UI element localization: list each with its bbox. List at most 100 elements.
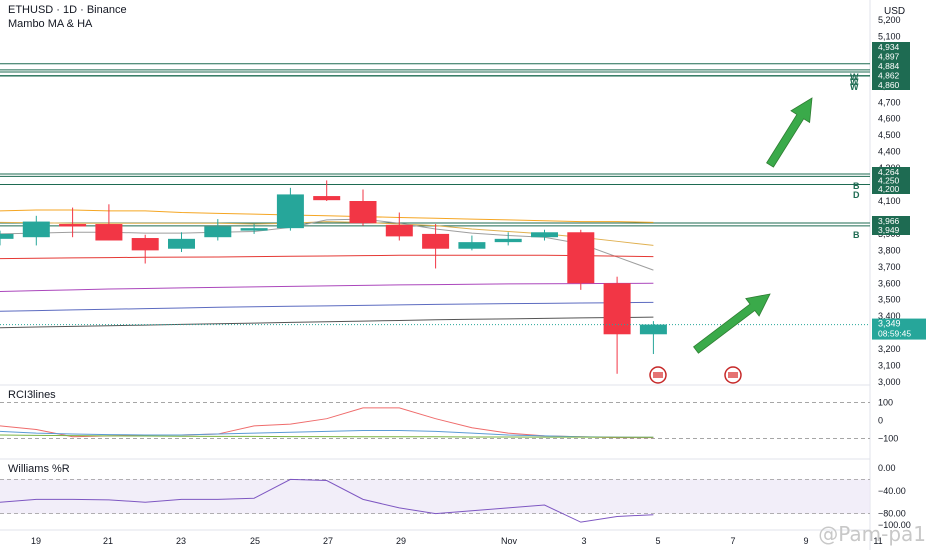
williams-tick-label: −100.00 xyxy=(878,520,911,530)
level-marker: B xyxy=(853,230,860,240)
time-axis-label: 29 xyxy=(396,536,406,546)
level-label-low: 3,949 xyxy=(878,225,900,235)
last-price-label: 3,349 xyxy=(878,319,901,329)
arrow-shape xyxy=(693,293,771,354)
candle-body xyxy=(458,242,486,249)
level-label-low-bg xyxy=(872,225,910,235)
rci-tick-label: −100 xyxy=(878,434,898,444)
time-axis-label: 9 xyxy=(803,536,808,546)
level-label-mid: 4,250 xyxy=(878,176,900,186)
level-label-mid-bg xyxy=(872,167,910,177)
time-axis-label: 3 xyxy=(581,536,586,546)
event-flag-icon-fill xyxy=(653,372,663,378)
level-label-top-bg xyxy=(872,42,910,52)
rci-tick-label: 0 xyxy=(878,416,883,426)
up-arrow-annotation xyxy=(693,293,771,354)
time-axis-label: Nov xyxy=(501,536,518,546)
price-tick-label: 3,200 xyxy=(878,344,901,354)
candle-body xyxy=(59,224,87,227)
time-axis-label: 19 xyxy=(31,536,41,546)
indicator-title: Mambo MA & HA xyxy=(8,18,93,30)
time-axis-label: 5 xyxy=(655,536,660,546)
moving-average-line xyxy=(0,254,654,260)
price-tick-label: 3,100 xyxy=(878,361,901,371)
level-label-top: 4,897 xyxy=(878,52,900,62)
level-marker: W xyxy=(850,72,859,82)
candle-body xyxy=(494,238,522,243)
price-tick-label: 4,500 xyxy=(878,130,901,140)
price-tick-label: 3,000 xyxy=(878,377,901,387)
candle-body xyxy=(385,224,413,237)
moving-average-line xyxy=(0,209,654,223)
price-tick-label: 3,700 xyxy=(878,262,901,272)
countdown-label: 08:59:45 xyxy=(878,329,911,339)
watermark: @Pam-pa1 xyxy=(818,522,926,546)
currency-label: USD xyxy=(884,6,905,17)
candle-body xyxy=(168,238,195,249)
williams-tick-label: −80.00 xyxy=(878,509,906,519)
level-label-top-bg xyxy=(872,70,910,81)
time-axis-label: 7 xyxy=(730,536,735,546)
williams-tick-label: −40.00 xyxy=(878,486,906,496)
time-axis-label: 27 xyxy=(323,536,333,546)
candle-body xyxy=(313,196,341,201)
moving-average-line xyxy=(0,282,654,292)
price-tick-label: 5,100 xyxy=(878,31,901,41)
candle-body xyxy=(422,233,450,249)
candle-body xyxy=(204,226,232,238)
arrow-shape xyxy=(766,97,813,168)
last-price-bg xyxy=(872,318,926,340)
price-tick-label: 4,600 xyxy=(878,114,901,124)
williams-band xyxy=(0,479,870,514)
time-axis-label: 21 xyxy=(103,536,113,546)
level-label-top: 4,934 xyxy=(878,42,900,52)
candle-body xyxy=(639,324,667,335)
moving-average-line xyxy=(0,316,654,329)
price-tick-label: 4,700 xyxy=(878,97,901,107)
candle-body xyxy=(349,201,377,224)
level-marker: B xyxy=(853,181,860,191)
level-label-top: 4,884 xyxy=(878,61,900,71)
candle-body xyxy=(603,283,631,335)
level-label-top-bg xyxy=(872,51,910,62)
candle-body xyxy=(95,224,123,241)
price-tick-label: 3,800 xyxy=(878,245,901,255)
level-marker: D xyxy=(853,190,860,200)
moving-average-line xyxy=(0,301,654,312)
candle-body xyxy=(240,228,268,231)
time-axis-label: 25 xyxy=(250,536,260,546)
candle-body xyxy=(567,232,595,284)
level-label-top: 4,860 xyxy=(878,80,900,90)
level-marker: W xyxy=(850,82,859,92)
candle-body xyxy=(0,233,14,239)
price-tick-label: 3,400 xyxy=(878,311,901,321)
candle-body xyxy=(131,238,159,251)
level-label-low: 3,966 xyxy=(878,216,900,226)
rci-series-line xyxy=(0,407,654,439)
level-label-top-bg xyxy=(872,80,910,90)
time-axis-label: 11 xyxy=(873,536,882,546)
candle-body xyxy=(22,221,50,238)
rci-series-line xyxy=(0,434,654,438)
williams-pane-title: Williams %R xyxy=(8,463,70,475)
level-label-mid-bg xyxy=(872,175,910,186)
price-tick-label: 5,200 xyxy=(878,15,901,25)
symbol-title: ETHUSD · 1D · Binance xyxy=(8,4,127,16)
price-tick-label: 3,500 xyxy=(878,295,901,305)
event-flag-icon-fill xyxy=(728,372,738,378)
williams-series-line xyxy=(0,478,654,523)
rci-series-line xyxy=(0,429,654,438)
rci-tick-label: 100 xyxy=(878,397,893,407)
level-marker: W xyxy=(850,77,859,87)
level-label-top: 4,862 xyxy=(878,71,900,81)
time-axis-label: 23 xyxy=(176,536,186,546)
candle-body xyxy=(276,194,304,229)
level-label-mid-bg xyxy=(872,184,910,194)
williams-tick-label: 0.00 xyxy=(878,463,896,473)
rci-pane-title: RCI3lines xyxy=(8,389,56,401)
level-label-mid: 4,200 xyxy=(878,184,900,194)
price-tick-label: 3,600 xyxy=(878,278,901,288)
level-label-low-bg xyxy=(872,216,910,226)
level-label-top-bg xyxy=(872,61,910,71)
